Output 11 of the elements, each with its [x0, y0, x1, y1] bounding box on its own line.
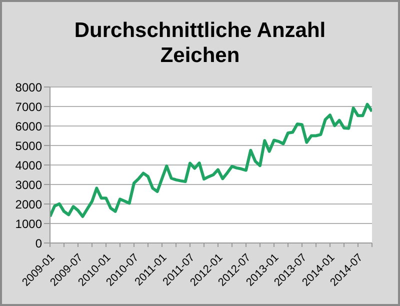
y-tick-label: 4000: [15, 158, 42, 172]
y-tick-label: 0: [35, 236, 42, 250]
y-tick-label: 3000: [15, 178, 42, 192]
y-tick-label: 7000: [15, 100, 42, 114]
y-tick-label: 6000: [15, 119, 42, 134]
chart-title: Durchschnittliche Anzahl Zeichen: [73, 18, 327, 69]
line-series: [50, 102, 372, 218]
y-tick-label: 8000: [15, 80, 42, 94]
y-tick-label: 5000: [15, 138, 42, 153]
y-tick-label: 2000: [15, 197, 42, 212]
y-tick-label: 1000: [15, 216, 42, 231]
